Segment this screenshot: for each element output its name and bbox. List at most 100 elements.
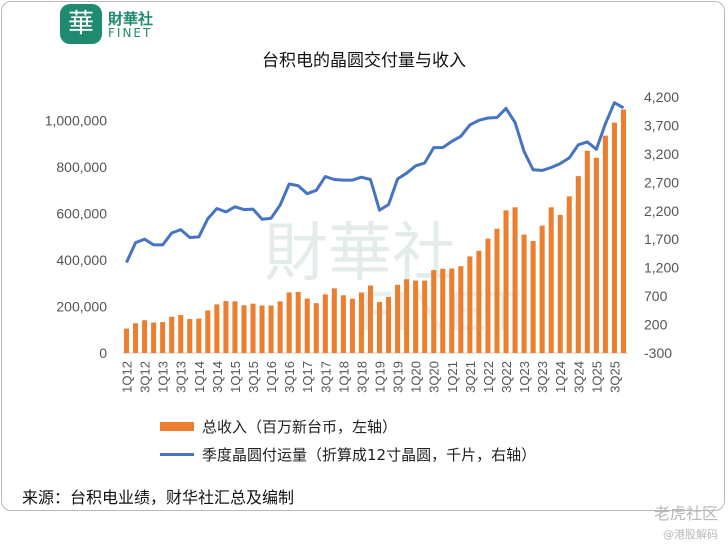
x-tick-label: 1Q23 [517, 361, 532, 393]
y-right-tick-label: 200 [644, 317, 668, 333]
x-tick-label: 1Q13 [156, 361, 171, 393]
x-tick-label: 3Q12 [138, 361, 153, 393]
revenue-bar [277, 301, 283, 353]
revenue-bar [566, 196, 572, 353]
x-tick-label: 1Q21 [445, 361, 460, 393]
revenue-bar [620, 109, 627, 353]
revenue-bar [367, 285, 374, 353]
y-right-tick-label: 3,700 [644, 117, 679, 133]
revenue-bar [431, 270, 437, 353]
revenue-bar [494, 228, 500, 353]
revenue-bar [133, 323, 139, 353]
y-right-tick-label: 1,700 [644, 231, 679, 247]
revenue-bar [241, 305, 247, 353]
legend-item-wafer: 季度晶圆付运量（折算成12寸晶圆，千片，右轴） [160, 444, 536, 465]
legend-label-revenue: 总收入（百万新台币，左轴） [202, 418, 398, 436]
revenue-bar [151, 322, 157, 353]
x-tick-label: 3Q17 [318, 361, 333, 393]
legend-line-swatch-icon [160, 453, 194, 456]
y-right-tick-label: 2,200 [644, 203, 679, 219]
revenue-bar [458, 266, 464, 353]
y-left-tick-label: 400,000 [56, 252, 107, 268]
x-tick-label: 3Q18 [354, 361, 369, 393]
x-tick-label: 3Q22 [499, 361, 514, 393]
revenue-bar [205, 310, 211, 353]
x-tick-label: 1Q25 [589, 361, 604, 393]
y-left-tick-label: 1,000,000 [45, 112, 107, 128]
x-tick-label: 1Q24 [553, 361, 568, 393]
y-right-tick-label: 3,200 [644, 146, 679, 162]
y-right-tick-label: 700 [644, 288, 668, 304]
y-right-tick-label: -300 [644, 345, 672, 361]
finet-logo-icon: 華 [60, 4, 102, 44]
y-left-tick-label: 200,000 [56, 298, 107, 314]
revenue-bar [584, 150, 590, 353]
x-tick-label: 1Q16 [264, 361, 279, 393]
y-right-tick-label: 1,200 [644, 260, 679, 276]
y-left-tick-label: 800,000 [56, 159, 107, 175]
x-tick-label: 1Q19 [373, 361, 388, 393]
revenue-bar [214, 304, 220, 353]
revenue-bar [142, 320, 148, 353]
revenue-bar [413, 280, 419, 353]
revenue-bar [340, 295, 346, 353]
y-left-tick-label: 600,000 [56, 205, 107, 221]
revenue-bar [512, 207, 518, 353]
watermark-text: 老虎社区 [653, 504, 718, 523]
revenue-bar [313, 303, 319, 353]
footer-watermark: 老虎社区 @港股解码 [654, 500, 718, 542]
x-tick-label: 3Q14 [210, 361, 225, 393]
x-tick-label: 1Q20 [409, 361, 424, 393]
revenue-bar [178, 315, 184, 353]
revenue-bar [575, 176, 581, 353]
revenue-bar [187, 319, 193, 353]
revenue-bar [304, 298, 310, 353]
revenue-bar [530, 241, 536, 353]
revenue-bar [593, 157, 599, 353]
revenue-bar [422, 280, 428, 353]
x-tick-label: 3Q20 [427, 361, 442, 393]
revenue-bar [539, 225, 545, 353]
revenue-bar [250, 303, 256, 353]
revenue-bar [548, 207, 554, 353]
revenue-bar [485, 238, 491, 353]
y-right-tick-label: 4,200 [644, 89, 679, 105]
x-tick-label: 1Q12 [120, 361, 135, 393]
revenue-bar [611, 122, 617, 353]
revenue-bar [386, 296, 392, 353]
revenue-bar [476, 250, 482, 353]
watermark-handle: @港股解码 [663, 528, 718, 541]
logo-en-text: FINET [108, 26, 153, 40]
x-tick-label: 3Q16 [282, 361, 297, 393]
wafer-line [125, 101, 625, 264]
revenue-bar [404, 279, 410, 353]
chart-title: 台积电的晶圆交付量与收入 [262, 51, 466, 71]
x-tick-label: 3Q13 [174, 361, 189, 393]
revenue-bar [232, 301, 238, 353]
x-tick-label: 1Q17 [300, 361, 315, 393]
revenue-bar [169, 316, 175, 353]
source-note: 来源：台积电业绩，财华社汇总及编制 [22, 488, 295, 507]
y-right-tick-label: 2,700 [644, 174, 679, 190]
revenue-bar [449, 268, 455, 353]
legend-item-revenue: 总收入（百万新台币，左轴） [160, 416, 397, 437]
x-tick-label: 1Q15 [228, 361, 243, 393]
y-left-tick-label: 0 [99, 345, 107, 361]
revenue-bar [123, 328, 130, 353]
revenue-bar [295, 292, 301, 353]
revenue-bar [376, 302, 383, 353]
revenue-bar [349, 298, 355, 353]
revenue-bar [395, 284, 401, 353]
revenue-bar [557, 214, 563, 353]
revenue-bar [467, 256, 473, 353]
watermark-cn: 財華社 [264, 217, 456, 291]
x-tick-label: 3Q21 [463, 361, 478, 393]
revenue-bar [268, 305, 274, 353]
revenue-bar [440, 268, 446, 353]
revenue-bar [196, 318, 202, 353]
x-tick-label: 3Q24 [571, 361, 586, 393]
revenue-bar [223, 301, 229, 353]
x-tick-label: 3Q19 [391, 361, 406, 393]
revenue-bar [286, 292, 292, 353]
